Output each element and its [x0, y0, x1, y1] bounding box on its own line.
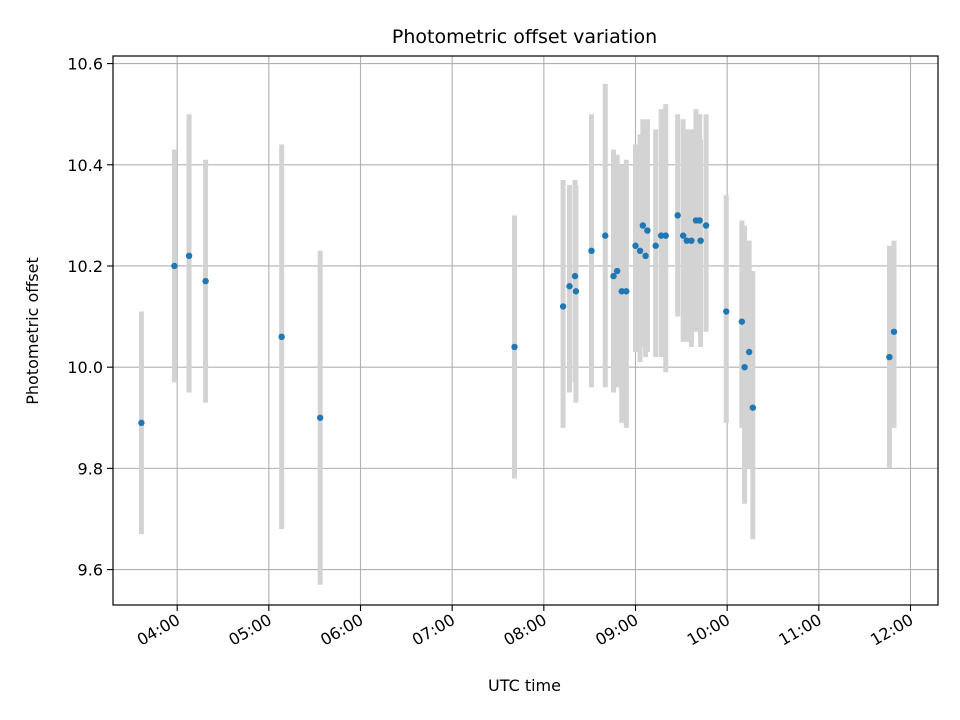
data-point	[662, 232, 669, 239]
data-point	[171, 262, 178, 270]
data-point	[697, 237, 704, 244]
data-point	[138, 419, 145, 427]
data-point	[886, 353, 893, 361]
data-point	[632, 242, 639, 249]
data-point	[278, 333, 285, 341]
data-point	[636, 247, 644, 255]
data-point	[723, 308, 730, 315]
data-point	[610, 272, 617, 280]
data-point	[613, 267, 621, 275]
data-point	[741, 363, 748, 371]
data-point	[572, 288, 580, 295]
y-tick-label: 10.2	[67, 257, 103, 276]
data-point	[696, 217, 703, 224]
data-point	[679, 232, 687, 239]
data-point	[702, 222, 710, 229]
data-point	[688, 237, 695, 244]
y-axis-title: Photometric offset	[23, 257, 42, 405]
data-point	[588, 247, 595, 255]
data-point	[749, 404, 757, 411]
y-tick-label: 10.0	[67, 358, 103, 377]
grid-lines	[113, 56, 938, 605]
data-point	[623, 288, 630, 295]
data-point	[511, 343, 518, 351]
data-point	[642, 252, 649, 260]
plot-area-frame	[112, 55, 939, 606]
data-point	[602, 232, 609, 239]
data-point	[618, 288, 625, 295]
data-point	[202, 277, 209, 285]
data-point	[185, 252, 193, 260]
data-point	[657, 232, 665, 239]
data-point	[316, 414, 324, 421]
y-tick-label: 9.6	[78, 561, 103, 580]
data-point	[683, 237, 691, 244]
y-tick-label: 10.4	[67, 156, 103, 175]
data-point	[890, 328, 898, 335]
data-point	[674, 212, 681, 219]
chart-title: Photometric offset variation	[392, 26, 657, 48]
data-points	[138, 212, 898, 427]
data-point	[652, 242, 659, 249]
data-point	[745, 348, 753, 356]
y-axis-ticks: 9.6 9.8 10.0 10.2 10.4 10.6	[67, 55, 113, 580]
data-point	[566, 283, 573, 290]
data-point	[644, 227, 651, 234]
data-point	[571, 272, 579, 280]
data-point	[639, 222, 647, 229]
data-point	[738, 318, 746, 325]
y-tick-label: 10.6	[67, 55, 103, 74]
data-point	[559, 303, 567, 310]
x-axis-title: UTC time	[488, 676, 561, 695]
y-tick-label: 9.8	[78, 459, 103, 478]
